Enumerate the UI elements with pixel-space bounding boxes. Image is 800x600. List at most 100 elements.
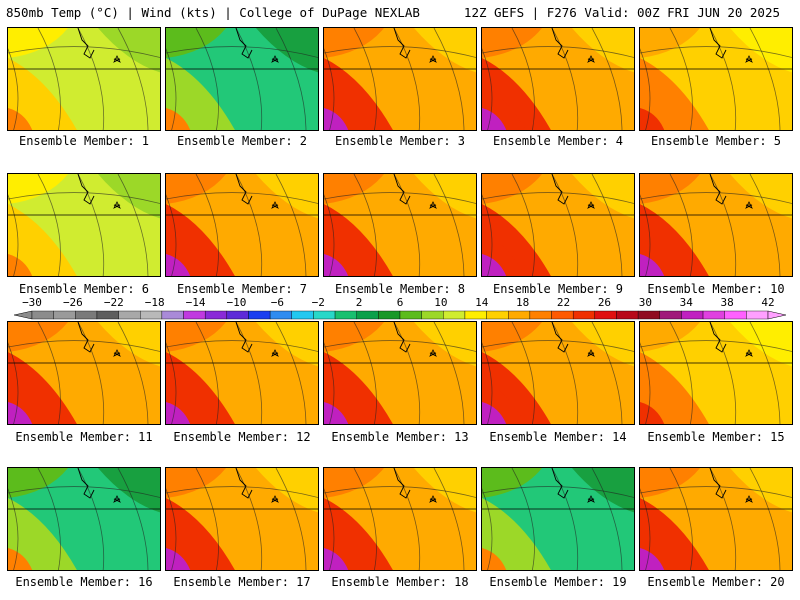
temperature-field: [640, 28, 792, 130]
temperature-field: [324, 28, 476, 130]
temperature-field: [166, 322, 318, 424]
ensemble-member-label: Ensemble Member: 5: [650, 134, 782, 148]
map-title-right: 12Z GEFS | F276 Valid: 00Z FRI JUN 20 20…: [463, 5, 780, 20]
ensemble-member-map: [165, 467, 319, 571]
color-scale-label: −22: [104, 296, 124, 309]
color-scale-label: −30: [22, 296, 42, 309]
color-scale-swatch: [75, 310, 98, 320]
temperature-field: [8, 174, 160, 276]
ensemble-member-map: [481, 27, 635, 131]
ensemble-member-map: [481, 173, 635, 277]
ensemble-member-label: Ensemble Member: 14: [489, 430, 627, 444]
ensemble-member-label: Ensemble Member: 17: [173, 575, 311, 589]
ensemble-member-map: [165, 173, 319, 277]
temperature-field: [166, 28, 318, 130]
color-scale-swatch: [183, 310, 206, 320]
ensemble-member-label: Ensemble Member: 9: [492, 282, 624, 296]
ensemble-member-label: Ensemble Member: 2: [176, 134, 308, 148]
temperature-field: [640, 322, 792, 424]
ensemble-member-label: Ensemble Member: 12: [173, 430, 311, 444]
map-title-left: 850mb Temp (°C) | Wind (kts) | College o…: [6, 5, 420, 20]
color-scale-label: 6: [397, 296, 404, 309]
color-scale-swatch: [248, 310, 271, 320]
ensemble-member-label: Ensemble Member: 3: [334, 134, 466, 148]
color-scale-swatch: [356, 310, 379, 320]
ensemble-member-map: [7, 467, 161, 571]
color-scale-swatch: [746, 310, 769, 320]
ensemble-member-map: [323, 173, 477, 277]
color-scale-swatch: [226, 310, 249, 320]
ensemble-member-map: [481, 467, 635, 571]
ensemble-member-label: Ensemble Member: 10: [647, 282, 785, 296]
color-scale-swatch: [269, 310, 292, 320]
color-scale-label: 34: [680, 296, 694, 309]
ensemble-member-map: [481, 321, 635, 425]
temperature-field: [640, 468, 792, 570]
color-scale-swatch: [313, 310, 336, 320]
ensemble-member-map: [165, 321, 319, 425]
temperature-field: [166, 468, 318, 570]
temperature-field: [8, 322, 160, 424]
color-scale-swatch: [616, 310, 639, 320]
temperature-field: [482, 174, 634, 276]
color-scale-swatch: [140, 310, 163, 320]
ensemble-member-label: Ensemble Member: 8: [334, 282, 466, 296]
color-scale-swatch: [204, 310, 228, 320]
ensemble-member-label: Ensemble Member: 18: [331, 575, 469, 589]
ensemble-member-label: Ensemble Member: 19: [489, 575, 627, 589]
ensemble-member-label: Ensemble Member: 1: [18, 134, 150, 148]
color-scale-swatch: [334, 310, 357, 320]
color-scale-swatch: [637, 310, 660, 320]
color-scale-label: 26: [598, 296, 611, 309]
temperature-field: [8, 28, 160, 130]
color-scale-swatch: [572, 310, 596, 320]
temperature-field: [166, 174, 318, 276]
color-scale-label: −6: [271, 296, 284, 309]
color-scale-label: 30: [639, 296, 652, 309]
color-scale-swatch: [529, 310, 552, 320]
temperature-field: [482, 468, 634, 570]
ensemble-member-map: [7, 173, 161, 277]
ensemble-member-map: [639, 321, 793, 425]
temperature-field: [324, 468, 476, 570]
color-scale-label: 22: [557, 296, 570, 309]
color-scale-label: 38: [720, 296, 733, 309]
color-scale-label: 42: [761, 296, 774, 309]
color-scale-swatch: [161, 310, 184, 320]
color-scale-swatch: [291, 310, 314, 320]
color-scale-label: −2: [312, 296, 325, 309]
ensemble-member-map: [323, 467, 477, 571]
color-scale-label: 14: [475, 296, 489, 309]
ensemble-member-map: [323, 321, 477, 425]
temperature-field: [482, 322, 634, 424]
ensemble-member-label: Ensemble Member: 11: [15, 430, 153, 444]
color-scale-swatch: [464, 310, 487, 320]
color-scale-label: 2: [356, 296, 363, 309]
ensemble-member-map: [639, 173, 793, 277]
color-scale-label: −18: [145, 296, 165, 309]
color-scale-swatch: [508, 310, 531, 320]
ensemble-member-label: Ensemble Member: 16: [15, 575, 153, 589]
color-scale-label: 10: [434, 296, 447, 309]
temperature-field: [640, 174, 792, 276]
temperature-field: [324, 322, 476, 424]
temperature-color-scale: −30 −26 −22 −18 −14 −10 −6 −2 2 6 10 14 18 22 26 30 34 38…: [13, 296, 787, 320]
color-scale-swatch: [486, 310, 509, 320]
color-scale-swatch: [443, 310, 466, 320]
color-scale-swatch: [594, 310, 617, 320]
ensemble-member-map: [7, 321, 161, 425]
ensemble-member-label: Ensemble Member: 15: [647, 430, 785, 444]
color-scale-swatch: [96, 310, 119, 320]
color-scale-swatch: [681, 310, 704, 320]
color-scale-swatch: [31, 310, 54, 320]
color-scale-swatch: [53, 310, 76, 320]
ensemble-member-map: [639, 27, 793, 131]
ensemble-member-label: Ensemble Member: 13: [331, 430, 469, 444]
temperature-field: [324, 174, 476, 276]
ensemble-member-map: [323, 27, 477, 131]
color-scale-swatch: [399, 310, 422, 320]
color-scale-swatch: [378, 310, 401, 320]
color-scale-label: 18: [516, 296, 529, 309]
ensemble-member-map: [165, 27, 319, 131]
color-scale-label: −14: [186, 296, 206, 309]
